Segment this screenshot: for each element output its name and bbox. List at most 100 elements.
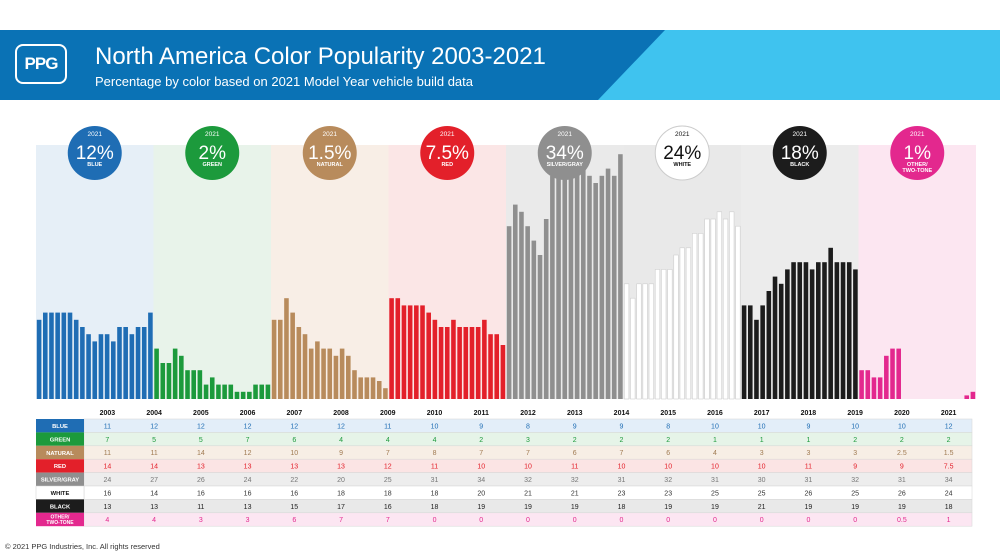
data-cell: 11 [104,423,111,430]
bar [865,370,871,399]
badge-value: 34% [546,143,584,164]
data-cell: 3 [246,517,250,524]
data-cell: 18 [945,504,953,511]
row-label: SILVER/GRAY [41,478,79,484]
data-cell: 13 [150,504,158,511]
data-cell: 5 [199,437,203,444]
bar [778,283,784,399]
bar [525,226,530,399]
bar [315,341,320,399]
data-cell: 10 [758,464,766,471]
banner-accent-shape [545,30,1000,100]
year-header-label: 2003 [100,410,116,417]
badge-value: 12% [76,143,114,164]
table-row: WHITE 16 14 16 16 16 18 18 18 20 21 21 23 23 25 25 26 25 2… [35,485,973,500]
row-label-cell [36,419,84,433]
bar [754,319,759,399]
data-cell: 0 [666,517,670,524]
badge-value: 1.5% [308,143,351,164]
panel-background [153,145,271,399]
bar [698,233,704,400]
bar [791,262,796,399]
badge-year: 2021 [910,131,925,138]
header-banner: PPG North America Color Popularity 2003-… [0,30,1000,100]
data-cell: 7 [105,437,109,444]
data-cell: 0 [573,517,577,524]
data-cell: 9 [339,450,343,457]
bar [444,327,450,399]
bar [420,305,425,399]
bar [135,327,141,399]
data-cell: 11 [571,464,578,471]
data-cell: 7 [339,517,343,524]
row-label-cell [36,512,84,527]
bar [828,247,833,399]
panel-1: 2021 12%BLUE [36,126,154,399]
data-cell: 32 [851,477,859,484]
bar [42,312,48,399]
year-header-label: 2009 [380,410,396,417]
bar [618,154,623,399]
data-cell: 21 [571,490,579,497]
data-cell: 32 [664,477,672,484]
bar [636,283,642,400]
bar [383,388,388,399]
badge-circle [67,126,122,180]
data-cell: 19 [851,504,859,511]
bar [438,327,444,399]
bar [129,334,135,399]
data-cell: 14 [150,490,158,497]
banner-shapes [0,30,1000,100]
table-row: SILVER/GRAY 24 27 26 24 22 20 25 31 34 32 32 31 32 31 3… [36,472,973,487]
bar [704,218,710,400]
year-header-label: 2005 [193,410,209,417]
bar [104,334,110,399]
data-cell: 4 [386,437,390,444]
bar [364,377,370,399]
year-header-label: 2019 [847,410,863,417]
bar [500,345,506,399]
table-row: BLUE 11 12 12 12 12 12 11 10 9 8 9 9 8 10 10 9 10 10 12 [36,418,973,433]
bar [160,363,166,399]
bar [432,319,438,399]
data-cell: 2 [853,437,857,444]
data-cell: 12 [244,423,252,430]
bar [587,175,592,399]
data-cell: 0 [433,517,437,524]
bar [61,312,67,399]
data-cell: 19 [477,504,485,511]
row-label-cell [36,472,84,486]
data-cell: 22 [290,477,298,484]
bar [611,175,617,399]
data-cell: 4 [433,437,437,444]
data-cell: 2 [573,437,577,444]
data-cell: 0 [713,517,717,524]
year-header-label: 2018 [801,410,817,417]
bar [290,312,295,399]
data-cell: 9 [900,464,904,471]
data-cell: 34 [945,477,953,484]
bar [172,348,178,399]
bar [772,276,778,399]
data-cell: 3 [853,450,857,457]
badge-value: 7.5% [426,143,469,164]
data-cell: 20 [337,477,345,484]
bar [729,211,735,400]
bar [871,377,877,399]
panel-6: 2021 24%WHITE [623,125,741,400]
bar [550,175,555,399]
bar [327,348,333,399]
bar [271,319,277,399]
row-label: WHITE [51,491,70,497]
panel-8: 2021 1%OTHER/TWO-TONE [858,126,976,399]
data-cell: 9 [620,423,624,430]
badge-value: 1% [904,143,932,164]
data-cell: 13 [290,464,298,471]
data-cell: 12 [197,423,205,430]
bar [36,319,42,399]
data-cell: 2 [620,437,624,444]
data-cell: 0 [760,517,764,524]
data-cell: 10 [664,464,672,471]
data-cell: 2 [666,437,670,444]
